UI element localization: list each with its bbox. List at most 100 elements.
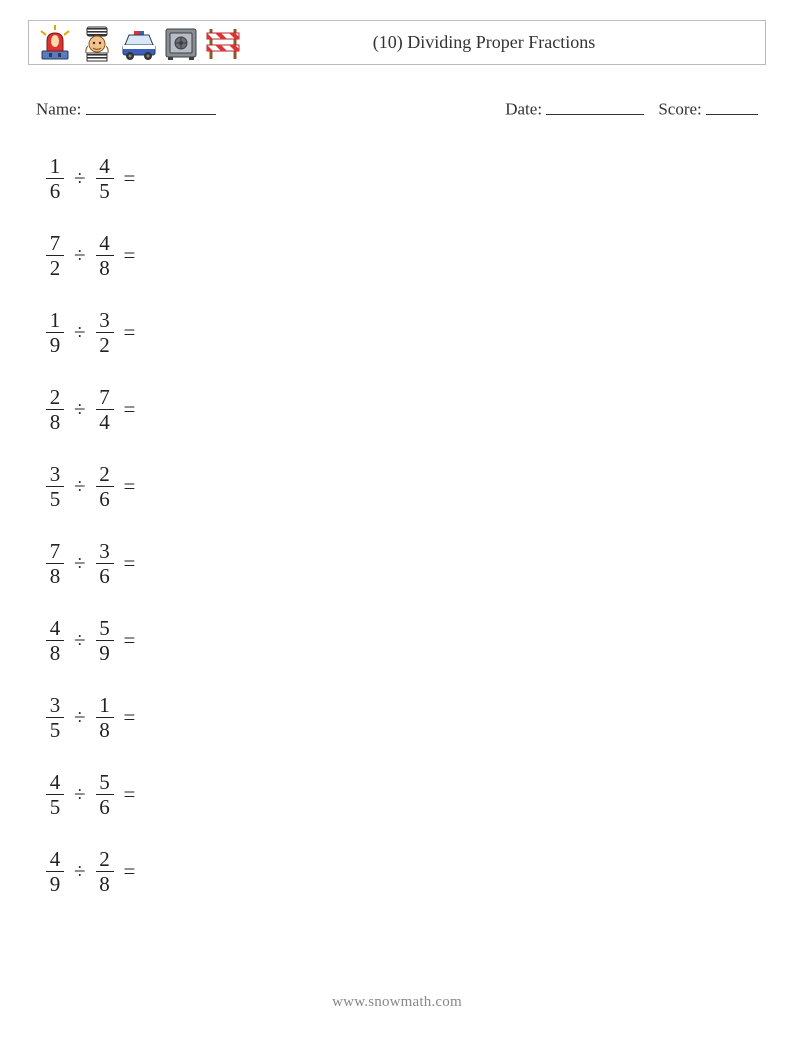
numerator: 4 xyxy=(47,848,64,870)
score-field: Score: xyxy=(658,96,758,120)
equals: = xyxy=(124,782,136,807)
equals: = xyxy=(124,705,136,730)
operator: ÷ xyxy=(74,320,86,345)
numerator: 3 xyxy=(47,463,64,485)
denominator: 2 xyxy=(96,334,113,356)
fraction-b: 36 xyxy=(96,540,114,587)
name-blank[interactable] xyxy=(86,96,216,115)
operator: ÷ xyxy=(74,705,86,730)
operator: ÷ xyxy=(74,551,86,576)
denominator: 5 xyxy=(47,796,64,818)
numerator: 2 xyxy=(96,463,113,485)
header-icon-strip xyxy=(35,23,243,63)
fraction-b: 28 xyxy=(96,848,114,895)
problem-row: 45÷56= xyxy=(44,756,135,833)
fraction-b: 74 xyxy=(96,386,114,433)
equals: = xyxy=(124,397,136,422)
equals: = xyxy=(124,166,136,191)
operator: ÷ xyxy=(74,628,86,653)
problem-row: 49÷28= xyxy=(44,833,135,910)
fraction-a: 16 xyxy=(46,155,64,202)
numerator: 1 xyxy=(47,309,64,331)
equals: = xyxy=(124,628,136,653)
problem-row: 16÷45= xyxy=(44,140,135,217)
fraction-b: 59 xyxy=(96,617,114,664)
fraction-b: 32 xyxy=(96,309,114,356)
fraction-a: 35 xyxy=(46,463,64,510)
denominator: 9 xyxy=(47,334,64,356)
equals: = xyxy=(124,243,136,268)
police-car-icon xyxy=(119,23,159,63)
problem-row: 72÷48= xyxy=(44,217,135,294)
fraction-a: 45 xyxy=(46,771,64,818)
denominator: 9 xyxy=(47,873,64,895)
fraction-a: 49 xyxy=(46,848,64,895)
denominator: 2 xyxy=(47,257,64,279)
equals: = xyxy=(124,320,136,345)
header-frame: (10) Dividing Proper Fractions xyxy=(28,20,766,65)
numerator: 7 xyxy=(47,232,64,254)
denominator: 8 xyxy=(47,642,64,664)
date-blank[interactable] xyxy=(546,96,644,115)
problem-row: 28 ÷ 74 = xyxy=(44,371,135,448)
numerator: 5 xyxy=(96,771,113,793)
date-field: Date: xyxy=(505,96,644,120)
denominator: 6 xyxy=(96,565,113,587)
fraction-a: 78 xyxy=(46,540,64,587)
problem-row: 35÷18= xyxy=(44,679,135,756)
fraction-b: 45 xyxy=(96,155,114,202)
title-area: (10) Dividing Proper Fractions xyxy=(243,32,765,53)
fraction-a: 72 xyxy=(46,232,64,279)
problem-list: 16÷45=72÷48=19÷32=28÷74=35÷26=78÷36=48÷5… xyxy=(44,140,135,910)
equals: = xyxy=(124,859,136,884)
fraction-a: 28 xyxy=(46,386,64,433)
numerator: 4 xyxy=(47,771,64,793)
footer-text: www.snowmath.com xyxy=(0,994,794,1011)
numerator: 4 xyxy=(47,617,64,639)
operator: ÷ xyxy=(74,782,86,807)
denominator: 6 xyxy=(96,488,113,510)
numerator: 4 xyxy=(96,155,113,177)
operator: ÷ xyxy=(74,243,86,268)
denominator: 5 xyxy=(47,488,64,510)
denominator: 8 xyxy=(96,873,113,895)
barrier-icon xyxy=(203,23,243,63)
operator: ÷ xyxy=(74,474,86,499)
meta-row: Name: Date: Score: xyxy=(36,96,758,120)
operator: ÷ xyxy=(74,859,86,884)
fraction-b: 48 xyxy=(96,232,114,279)
operator: ÷ xyxy=(74,166,86,191)
denominator: 6 xyxy=(47,180,64,202)
numerator: 3 xyxy=(96,540,113,562)
numerator: 1 xyxy=(47,155,64,177)
safe-icon xyxy=(161,23,201,63)
fraction-b: 18 xyxy=(96,694,114,741)
score-blank[interactable] xyxy=(706,96,758,115)
prisoner-icon xyxy=(77,23,117,63)
name-field: Name: xyxy=(36,96,216,120)
problem-row: 48÷59= xyxy=(44,602,135,679)
numerator: 4 xyxy=(96,232,113,254)
fraction-b: 26 xyxy=(96,463,114,510)
denominator: 5 xyxy=(96,180,113,202)
numerator: 3 xyxy=(96,309,113,331)
operator: ÷ xyxy=(74,397,86,422)
equals: = xyxy=(124,551,136,576)
denominator: 9 xyxy=(96,642,113,664)
numerator: 2 xyxy=(96,848,113,870)
numerator: 3 xyxy=(47,694,64,716)
numerator: 1 xyxy=(96,694,113,716)
numerator: 7 xyxy=(47,540,64,562)
fraction-a: 35 xyxy=(46,694,64,741)
denominator: 5 xyxy=(47,719,64,741)
fraction-a: 48 xyxy=(46,617,64,664)
problem-row: 19÷32= xyxy=(44,294,135,371)
score-label: Score: xyxy=(658,100,701,119)
denominator: 8 xyxy=(47,411,64,433)
fraction-a: 19 xyxy=(46,309,64,356)
siren-icon xyxy=(35,23,75,63)
fraction-b: 56 xyxy=(96,771,114,818)
denominator: 8 xyxy=(96,719,113,741)
name-label: Name: xyxy=(36,100,81,119)
problem-row: 78÷36= xyxy=(44,525,135,602)
